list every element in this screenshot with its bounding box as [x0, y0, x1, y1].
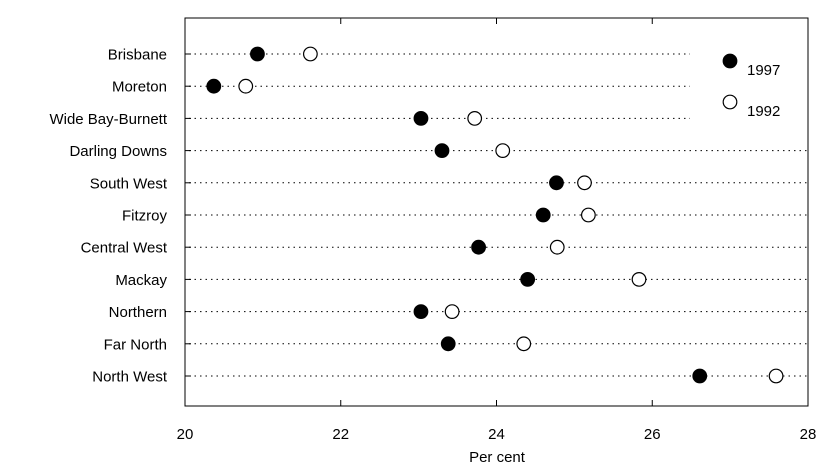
- point-1997: [520, 272, 536, 287]
- point-1997: [549, 175, 564, 191]
- point-1997: [413, 110, 429, 126]
- point-1997: [206, 78, 222, 94]
- x-tick-label: 24: [488, 426, 505, 443]
- point-1997: [413, 304, 429, 320]
- x-axis-label: Per cent: [469, 449, 526, 466]
- point-1992: [302, 46, 318, 62]
- axis-ticks: 20 22 24 26 28: [177, 18, 817, 443]
- category-label: Far North: [104, 336, 167, 353]
- category-label: Moreton: [112, 79, 167, 96]
- category-labels: Brisbane Moreton Wide Bay-Burnett Darling D…: [49, 47, 167, 386]
- data-points: [206, 46, 784, 384]
- category-label: Fitzroy: [122, 208, 168, 225]
- point-1997: [692, 368, 708, 384]
- point-1992: [516, 336, 532, 352]
- point-1992: [495, 143, 511, 159]
- point-1992: [577, 175, 592, 191]
- point-1992: [768, 368, 784, 384]
- x-tick-label: 26: [644, 426, 661, 443]
- x-tick-label: 20: [177, 426, 194, 443]
- category-label: Mackay: [115, 272, 167, 289]
- category-label: Brisbane: [108, 47, 167, 64]
- plot-frame: [184, 17, 809, 407]
- legend: 1997 1992: [722, 53, 780, 120]
- category-label: Central West: [81, 240, 168, 257]
- category-label: Northern: [109, 304, 167, 321]
- category-label: South West: [90, 175, 168, 192]
- gridlines: [189, 53, 808, 377]
- point-1997: [535, 207, 551, 223]
- point-1997: [250, 46, 265, 62]
- x-tick-label: 22: [332, 426, 349, 443]
- point-1992: [549, 239, 565, 255]
- point-1997: [440, 336, 456, 352]
- category-label: North West: [92, 369, 168, 386]
- point-1992: [631, 272, 647, 287]
- legend-marker: [722, 94, 738, 110]
- category-label: Darling Downs: [69, 143, 167, 160]
- x-tick-label: 28: [800, 426, 817, 443]
- category-label: Wide Bay-Burnett: [49, 111, 167, 128]
- point-1992: [238, 78, 254, 94]
- point-1992: [580, 207, 596, 223]
- point-1997: [434, 143, 450, 159]
- legend-label: 1992: [747, 103, 780, 120]
- point-1992: [444, 304, 460, 320]
- legend-marker: [722, 53, 738, 69]
- point-1997: [471, 239, 486, 255]
- legend-label: 1997: [747, 62, 780, 79]
- point-1992: [467, 110, 483, 126]
